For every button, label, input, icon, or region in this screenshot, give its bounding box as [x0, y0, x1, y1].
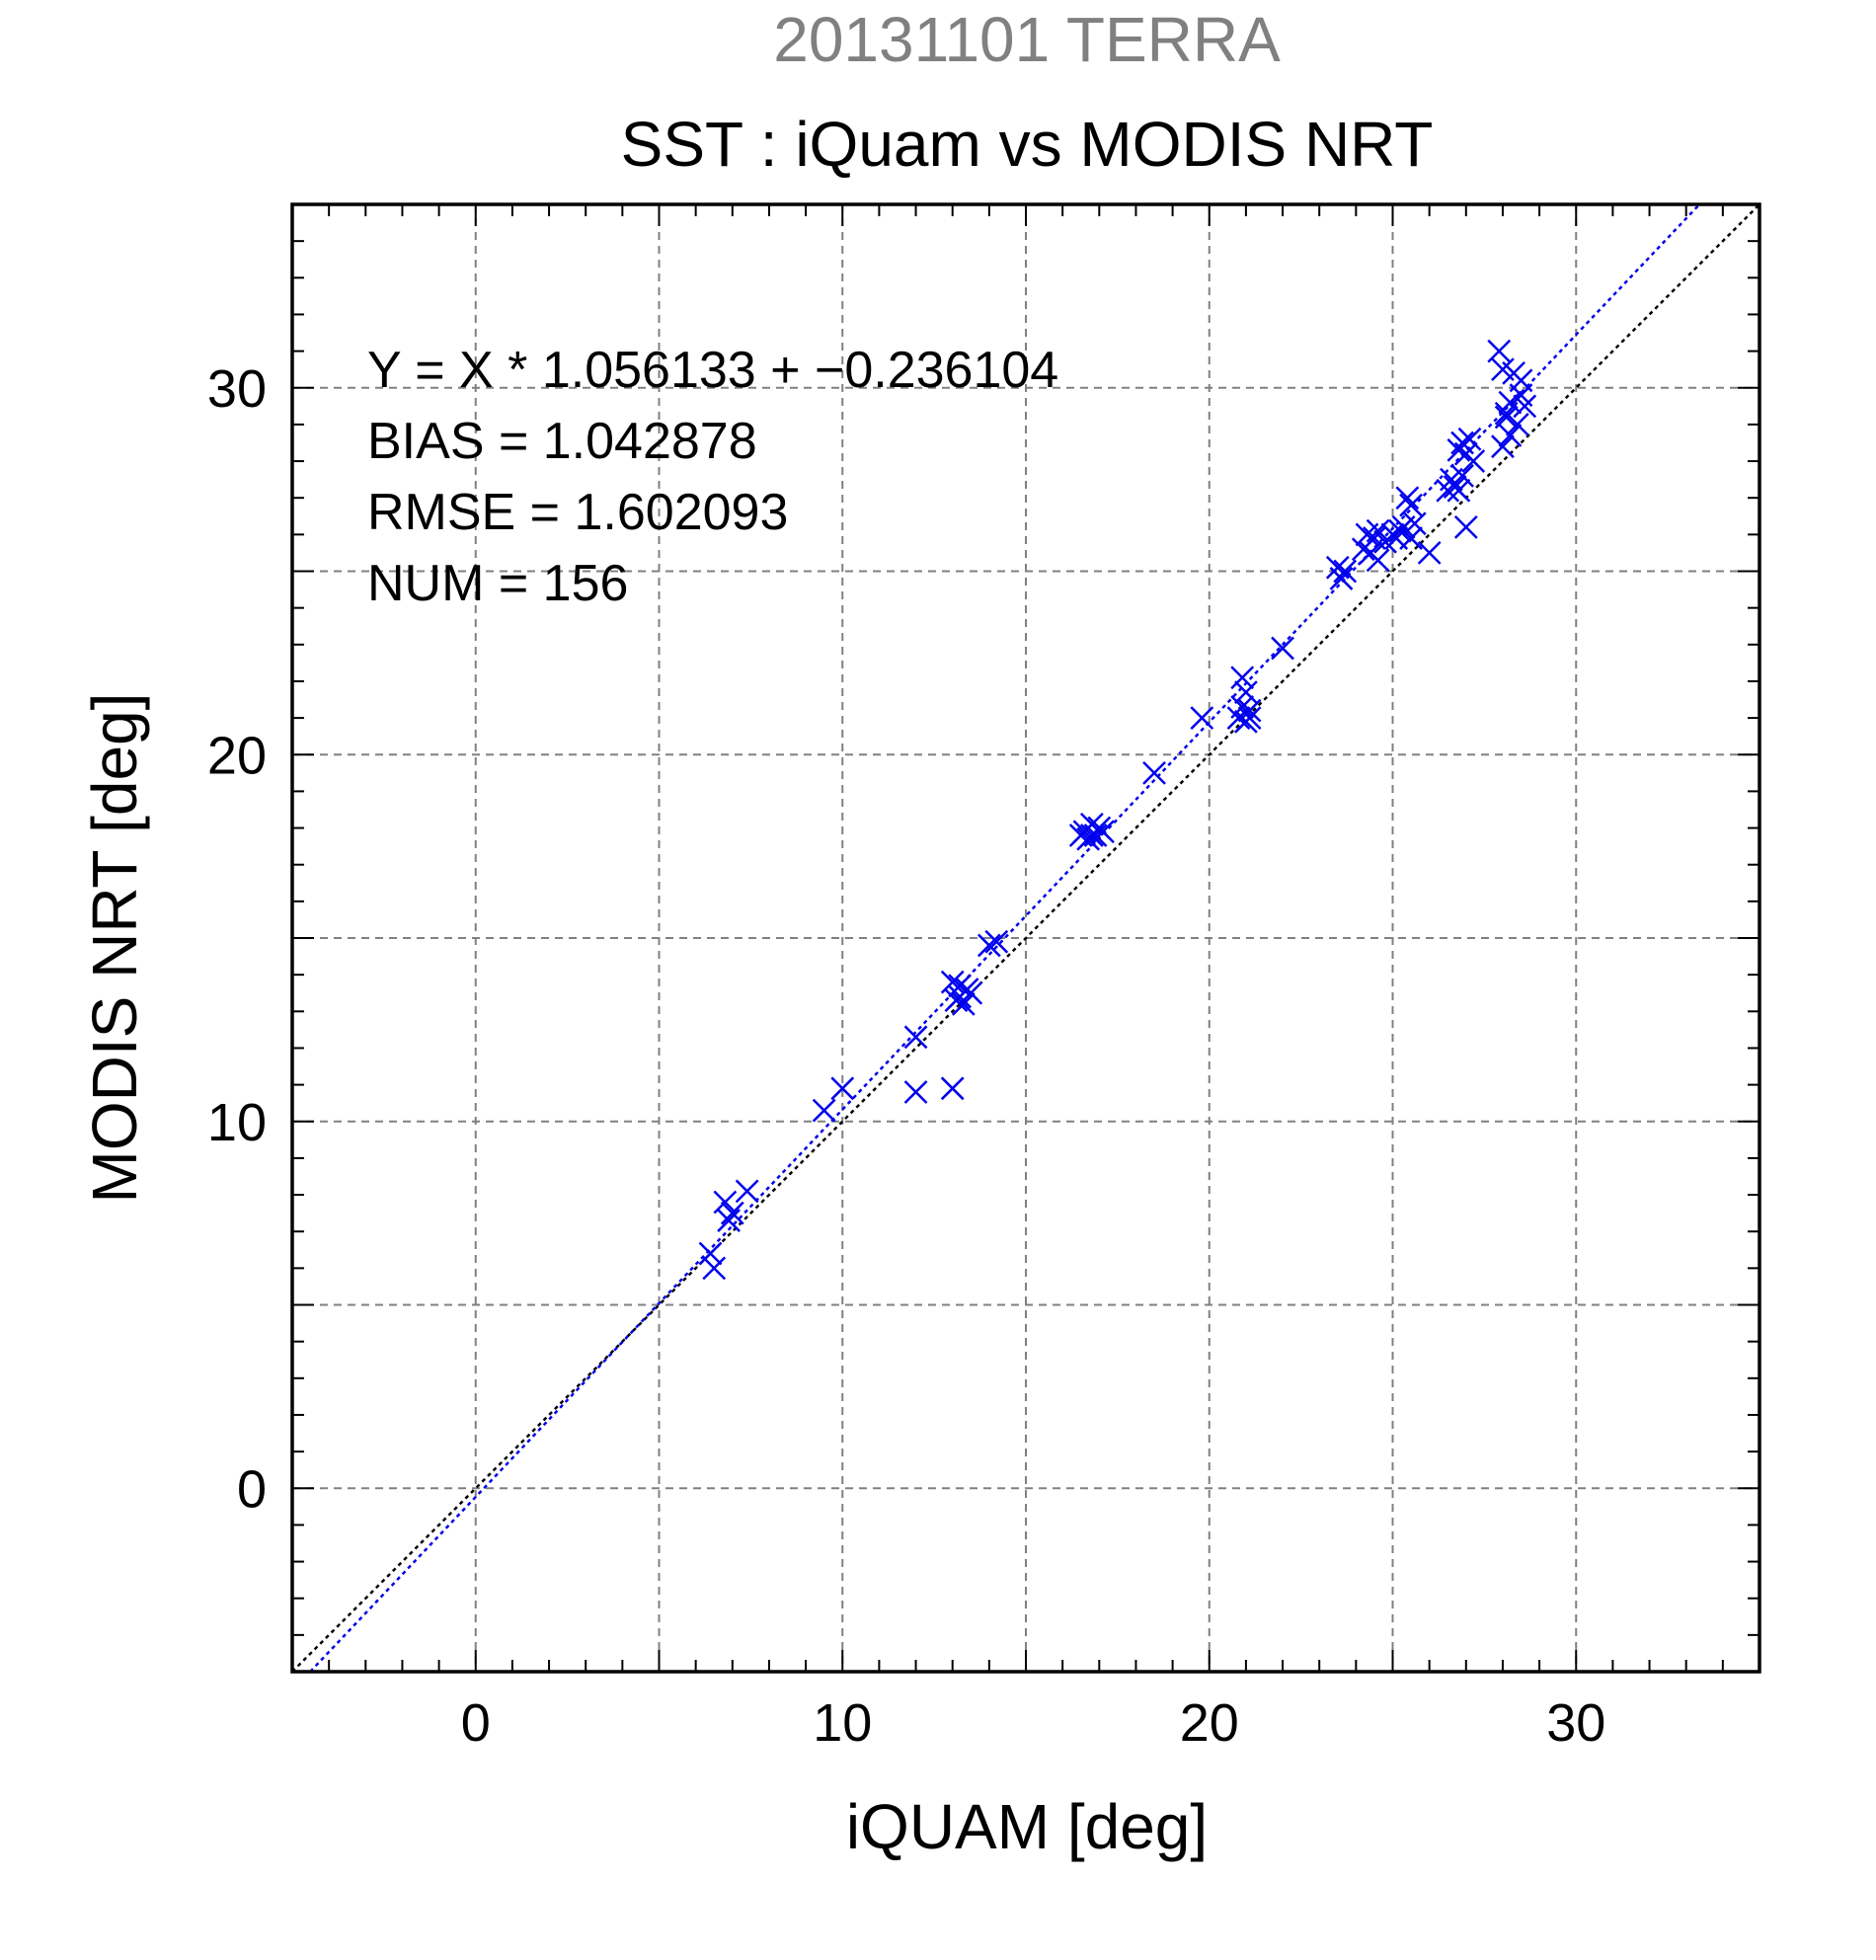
- data-point: [940, 970, 965, 994]
- data-point: [1237, 706, 1262, 730]
- data-point: [717, 1209, 741, 1232]
- x-axis-label: iQUAM [deg]: [846, 1791, 1208, 1862]
- data-point: [1190, 706, 1214, 730]
- data-point: [1453, 515, 1478, 539]
- data-point: [1366, 518, 1390, 543]
- x-tick-label: 10: [813, 1693, 872, 1753]
- data-point: [1491, 434, 1515, 459]
- data-point: [702, 1256, 727, 1281]
- chart-supertitle: 20131101 TERRA: [773, 4, 1281, 75]
- data-point: [1083, 823, 1108, 847]
- data-point: [903, 1025, 928, 1050]
- data-point: [959, 980, 983, 1005]
- annotation-num: NUM = 156: [367, 555, 628, 612]
- identity-line-path: [291, 203, 1760, 1673]
- data-point: [1237, 698, 1262, 723]
- data-point: [1446, 478, 1471, 503]
- scatter-points: [698, 339, 1537, 1281]
- annotation-rmse: RMSE = 1.602093: [367, 484, 788, 541]
- data-point: [1457, 427, 1482, 451]
- data-point: [720, 1201, 744, 1225]
- data-point: [1271, 636, 1294, 661]
- data-point: [812, 1098, 836, 1123]
- x-tick-label: 0: [461, 1693, 491, 1753]
- data-point: [1142, 760, 1166, 785]
- data-point: [1494, 405, 1519, 430]
- identity-line: [291, 203, 1760, 1673]
- data-point: [1366, 548, 1390, 573]
- data-point: [1450, 464, 1474, 488]
- data-point: [1333, 559, 1358, 584]
- annotation-bias: BIAS = 1.042878: [367, 413, 757, 470]
- y-tick-label: 0: [237, 1459, 267, 1519]
- tick-labels: 0 10 20 30 0 10 20 30: [207, 359, 1605, 1753]
- data-point: [1395, 486, 1420, 510]
- chart-title: SST : iQuam vs MODIS NRT: [621, 109, 1434, 180]
- plot-frame: [290, 202, 1761, 1674]
- stats-annotation: Y = X * 1.056133 + −0.236104 BIAS = 1.04…: [367, 342, 1058, 612]
- y-axis-label: MODIS NRT [deg]: [79, 693, 150, 1204]
- data-point: [1079, 823, 1104, 847]
- x-tick-label: 30: [1546, 1693, 1605, 1753]
- data-point: [1230, 666, 1255, 690]
- data-point: [951, 991, 976, 1016]
- data-point: [1498, 390, 1523, 415]
- data-point: [1498, 424, 1523, 447]
- data-point: [735, 1179, 759, 1204]
- data-point: [1399, 493, 1423, 517]
- data-point: [1509, 368, 1533, 393]
- data-point: [1461, 449, 1486, 473]
- y-tick-label: 30: [207, 359, 267, 419]
- data-point: [698, 1241, 723, 1266]
- y-tick-label: 10: [207, 1093, 267, 1152]
- data-point: [1329, 567, 1354, 590]
- data-point: [1513, 394, 1537, 419]
- data-point: [977, 933, 1001, 958]
- y-tick-label: 20: [207, 726, 267, 785]
- data-point: [713, 1190, 738, 1215]
- data-point: [1234, 680, 1258, 704]
- data-point: [948, 974, 973, 998]
- data-point: [1399, 526, 1423, 550]
- data-point: [1417, 541, 1442, 565]
- data-point: [984, 929, 1009, 954]
- x-tick-label: 20: [1180, 1693, 1239, 1753]
- data-point: [1230, 695, 1255, 719]
- data-point: [1487, 339, 1512, 363]
- data-point: [940, 1076, 965, 1101]
- data-point: [1402, 511, 1427, 536]
- data-point: [830, 1076, 855, 1101]
- data-point: [903, 1080, 928, 1104]
- annotation-fit-equation: Y = X * 1.056133 + −0.236104: [367, 342, 1058, 399]
- data-point: [1505, 413, 1529, 436]
